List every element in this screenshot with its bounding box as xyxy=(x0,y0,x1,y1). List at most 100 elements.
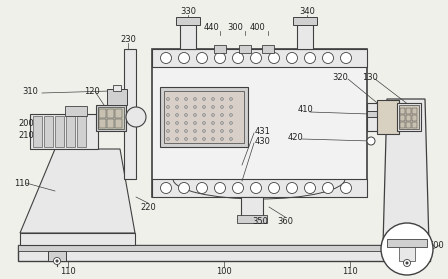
Circle shape xyxy=(215,182,225,194)
Bar xyxy=(124,49,136,179)
Circle shape xyxy=(229,129,233,133)
Circle shape xyxy=(287,182,297,194)
Bar xyxy=(18,245,430,261)
Bar xyxy=(367,103,379,131)
Circle shape xyxy=(176,105,178,109)
Bar xyxy=(400,122,405,128)
Circle shape xyxy=(250,182,262,194)
Bar xyxy=(115,119,122,128)
Circle shape xyxy=(202,114,206,117)
Circle shape xyxy=(229,105,233,109)
Circle shape xyxy=(220,105,224,109)
Bar xyxy=(399,247,415,261)
Text: 440: 440 xyxy=(204,23,220,32)
Bar xyxy=(239,45,251,53)
Circle shape xyxy=(176,97,178,100)
Circle shape xyxy=(305,182,315,194)
Circle shape xyxy=(167,105,169,109)
Circle shape xyxy=(178,52,190,64)
Polygon shape xyxy=(383,99,429,245)
Circle shape xyxy=(176,129,178,133)
Circle shape xyxy=(176,114,178,117)
Circle shape xyxy=(211,129,215,133)
Circle shape xyxy=(202,121,206,124)
Circle shape xyxy=(211,121,215,124)
Bar xyxy=(400,108,405,114)
Circle shape xyxy=(220,138,224,141)
Bar xyxy=(48,251,66,261)
Circle shape xyxy=(323,52,333,64)
Text: 210: 210 xyxy=(18,131,34,141)
Circle shape xyxy=(402,258,409,264)
Circle shape xyxy=(176,138,178,141)
Circle shape xyxy=(178,182,190,194)
Text: 340: 340 xyxy=(299,6,315,16)
Bar xyxy=(367,111,381,117)
Circle shape xyxy=(233,52,244,64)
Bar xyxy=(152,49,367,197)
Circle shape xyxy=(211,114,215,117)
Bar xyxy=(412,108,417,114)
Circle shape xyxy=(167,121,169,124)
Circle shape xyxy=(287,52,297,64)
Bar xyxy=(293,17,317,25)
Circle shape xyxy=(197,182,207,194)
Circle shape xyxy=(202,105,206,109)
Text: 110: 110 xyxy=(342,266,358,275)
Circle shape xyxy=(233,182,244,194)
Circle shape xyxy=(229,138,233,141)
Text: 110: 110 xyxy=(60,266,76,275)
Text: 360: 360 xyxy=(277,217,293,225)
Bar xyxy=(164,91,244,143)
Bar xyxy=(214,45,226,53)
Text: 230: 230 xyxy=(120,35,136,44)
Bar xyxy=(107,89,127,105)
Bar xyxy=(377,100,399,134)
Circle shape xyxy=(202,129,206,133)
Circle shape xyxy=(215,52,225,64)
Circle shape xyxy=(167,114,169,117)
Circle shape xyxy=(367,137,375,145)
Bar xyxy=(412,115,417,121)
Circle shape xyxy=(381,223,433,275)
Circle shape xyxy=(202,97,206,100)
Circle shape xyxy=(185,129,188,133)
Circle shape xyxy=(185,105,188,109)
Text: 110: 110 xyxy=(14,179,30,187)
Bar xyxy=(99,109,106,118)
Circle shape xyxy=(167,129,169,133)
Text: 300: 300 xyxy=(227,23,243,32)
Bar xyxy=(406,108,411,114)
Circle shape xyxy=(194,114,197,117)
Text: 410: 410 xyxy=(297,105,313,114)
Circle shape xyxy=(229,114,233,117)
Text: 330: 330 xyxy=(180,6,196,16)
Circle shape xyxy=(194,129,197,133)
Circle shape xyxy=(268,52,280,64)
Bar xyxy=(387,239,427,247)
Bar xyxy=(77,116,86,147)
Bar xyxy=(406,122,411,128)
Circle shape xyxy=(160,182,172,194)
Circle shape xyxy=(229,121,233,124)
Text: 500: 500 xyxy=(428,240,444,249)
Bar xyxy=(18,245,430,251)
Circle shape xyxy=(160,52,172,64)
Circle shape xyxy=(167,138,169,141)
Bar xyxy=(107,109,114,118)
Text: 120: 120 xyxy=(84,86,100,95)
Text: 200: 200 xyxy=(18,119,34,129)
Circle shape xyxy=(194,121,197,124)
Circle shape xyxy=(202,138,206,141)
Circle shape xyxy=(220,97,224,100)
Text: 431: 431 xyxy=(255,126,271,136)
Text: 320: 320 xyxy=(332,73,348,81)
Circle shape xyxy=(211,138,215,141)
Text: 220: 220 xyxy=(140,203,156,211)
Circle shape xyxy=(220,114,224,117)
Bar xyxy=(397,249,415,261)
Circle shape xyxy=(185,138,188,141)
Text: 100: 100 xyxy=(216,266,232,275)
Circle shape xyxy=(211,97,215,100)
Bar xyxy=(381,106,391,111)
